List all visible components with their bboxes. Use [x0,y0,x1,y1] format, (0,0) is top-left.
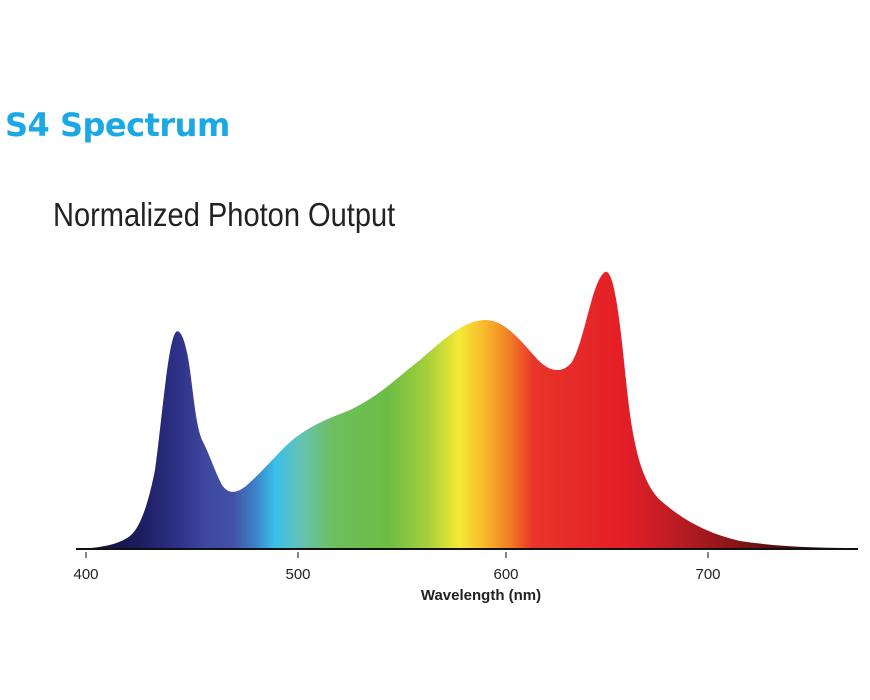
x-axis-label: Wavelength (nm) [421,587,541,604]
chart-title: S4 Spectrum [5,106,230,144]
spectrum-area [76,271,858,550]
chart-subtitle: Normalized Photon Output [53,196,396,233]
x-axis-ticks [85,552,709,558]
tick-label-400: 400 [73,566,98,583]
tick-label-700: 700 [695,566,720,583]
tick-label-500: 500 [285,566,310,583]
tick-label-600: 600 [493,566,518,583]
